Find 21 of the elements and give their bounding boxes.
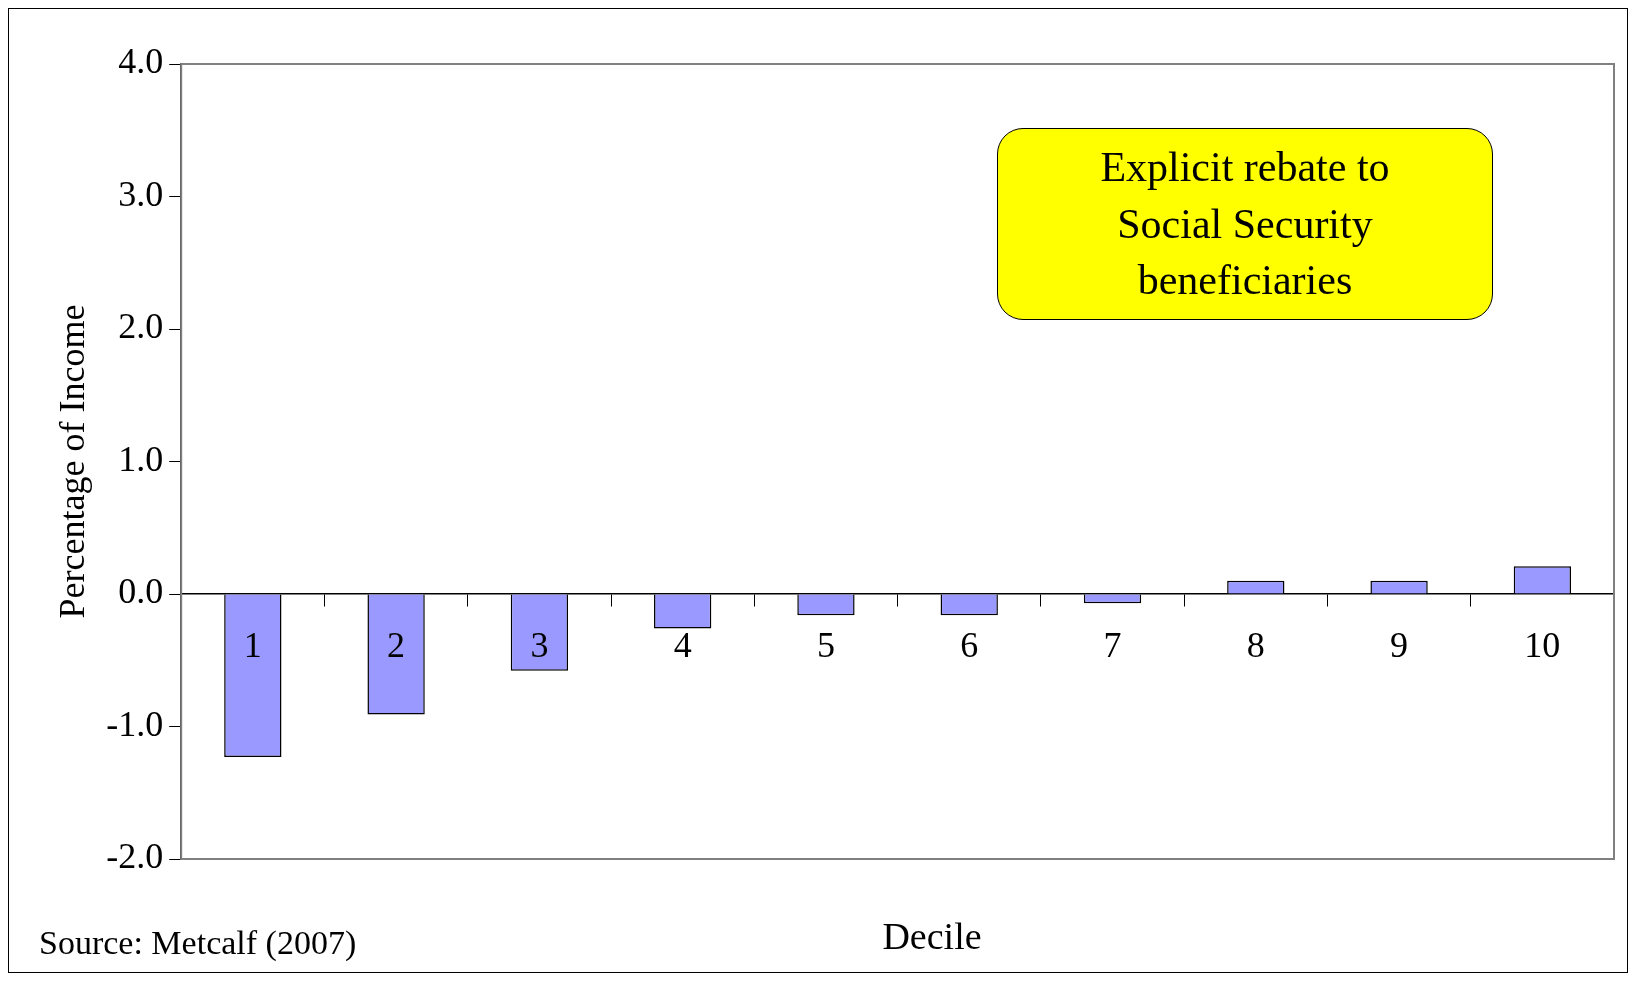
source-note: Source: Metcalf (2007) [39, 924, 357, 962]
x-tick-label: 7 [1103, 625, 1122, 666]
x-tick-label: 5 [816, 625, 835, 666]
x-tick-label: 1 [243, 625, 262, 666]
x-tick-label: 10 [1524, 625, 1561, 666]
y-tick-label: 3.0 [118, 173, 164, 214]
y-tick-label: 2.0 [118, 306, 164, 347]
y-tick-label: -1.0 [106, 703, 164, 744]
x-tick-label: 8 [1246, 625, 1265, 666]
y-tick-label: -2.0 [106, 836, 164, 877]
y-tick-label: 1.0 [118, 438, 164, 479]
x-axis-title: Decile [882, 915, 982, 957]
x-tick-label: 3 [530, 625, 549, 666]
y-tick-label: 4.0 [118, 41, 164, 82]
x-tick-label: 4 [673, 625, 692, 666]
x-tick-label: 6 [960, 625, 979, 666]
x-tick-label: 2 [387, 625, 406, 666]
y-axis-title: Percentage of Income [52, 304, 93, 619]
callout-box: Explicit rebate to Social Security beneficiaries [997, 128, 1493, 320]
y-tick-label: 0.0 [118, 571, 164, 612]
x-tick-label: 9 [1390, 625, 1409, 666]
